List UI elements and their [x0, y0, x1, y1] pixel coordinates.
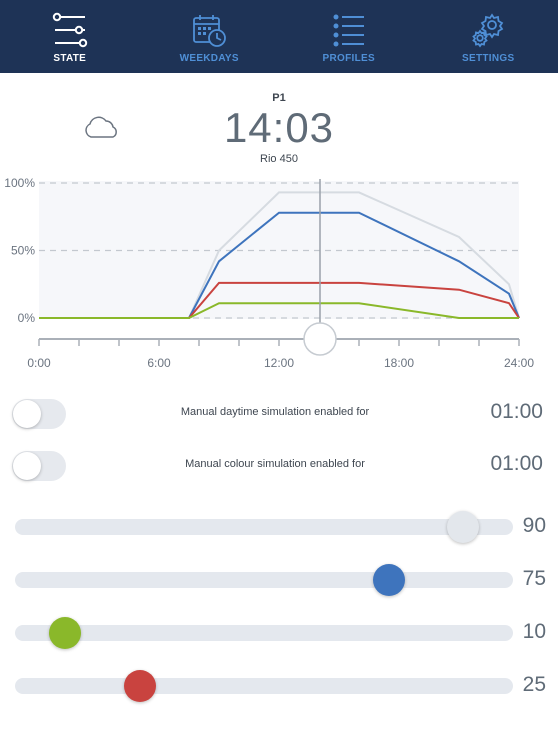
green-channel-value: 10 [522, 620, 546, 643]
colour-simulation-row: Manual colour simulation enabled for 01:… [0, 449, 558, 485]
white-channel-slider[interactable] [15, 511, 513, 543]
tab-profiles[interactable]: PROFILES [279, 0, 419, 73]
device-name: Rio 450 [260, 153, 298, 165]
colour-simulation-toggle[interactable] [12, 451, 66, 481]
top-navigation: STATE WEEKDAYS [0, 0, 558, 73]
toggle-knob [13, 452, 41, 480]
x-tick-label: 24:00 [504, 356, 534, 370]
red-channel-thumb[interactable] [123, 670, 156, 702]
daytime-simulation-row: Manual daytime simulation enabled for 01… [0, 397, 558, 433]
red-channel-slider-row: 25 [0, 667, 558, 707]
white-channel-value: 90 [522, 514, 546, 537]
series-line-2 [39, 281, 520, 319]
tab-settings[interactable]: SETTINGS [419, 0, 558, 73]
tab-weekdays-label: WEEKDAYS [179, 53, 239, 64]
green-channel-slider-row: 10 [0, 614, 558, 654]
daytime-simulation-toggle[interactable] [12, 399, 66, 429]
red-channel-slider[interactable] [15, 670, 513, 702]
x-tick-label: 0:00 [27, 356, 51, 370]
y-tick-label: 0% [18, 311, 36, 325]
blue-channel-slider[interactable] [15, 564, 513, 596]
calendar-clock-icon [193, 15, 227, 47]
current-time: 14:03 [223, 104, 335, 151]
tab-state[interactable]: STATE [0, 0, 140, 73]
x-tick-label: 12:00 [264, 356, 294, 370]
white-channel-slider-row: 90 [0, 508, 558, 548]
white-channel-thumb[interactable] [447, 511, 480, 543]
cloud-icon [85, 116, 117, 138]
list-icon [333, 14, 364, 47]
tab-settings-label: SETTINGS [462, 53, 515, 64]
active-profile-label: P1 [272, 92, 286, 104]
blue-channel-slider-row: 75 [0, 561, 558, 601]
green-channel-thumb[interactable] [48, 617, 81, 649]
light-profile-chart[interactable]: 100% 50% 0% 0:00 6:00 12:00 18:00 24:00 [0, 172, 558, 377]
y-tick-label: 100% [4, 176, 35, 190]
blue-channel-thumb[interactable] [372, 564, 405, 596]
blue-channel-value: 75 [522, 567, 546, 590]
colour-simulation-duration[interactable]: 01:00 [490, 452, 543, 475]
time-scrubber-handle[interactable] [303, 322, 337, 356]
daytime-simulation-duration[interactable]: 01:00 [490, 400, 543, 423]
daytime-simulation-label: Manual daytime simulation enabled for [180, 406, 370, 418]
x-tick-label: 6:00 [147, 356, 171, 370]
gears-icon [472, 13, 504, 48]
series-line-3 [39, 302, 519, 319]
toggle-knob [13, 400, 41, 428]
sliders-icon [52, 12, 87, 48]
tab-profiles-label: PROFILES [322, 53, 375, 64]
series-line-1 [39, 211, 520, 319]
colour-simulation-label: Manual colour simulation enabled for [185, 458, 365, 470]
x-tick-label: 18:00 [384, 356, 414, 370]
y-tick-label: 50% [11, 244, 35, 258]
red-channel-value: 25 [522, 673, 546, 696]
tab-state-label: STATE [53, 53, 87, 64]
green-channel-slider[interactable] [15, 617, 513, 649]
tab-weekdays[interactable]: WEEKDAYS [140, 0, 280, 73]
